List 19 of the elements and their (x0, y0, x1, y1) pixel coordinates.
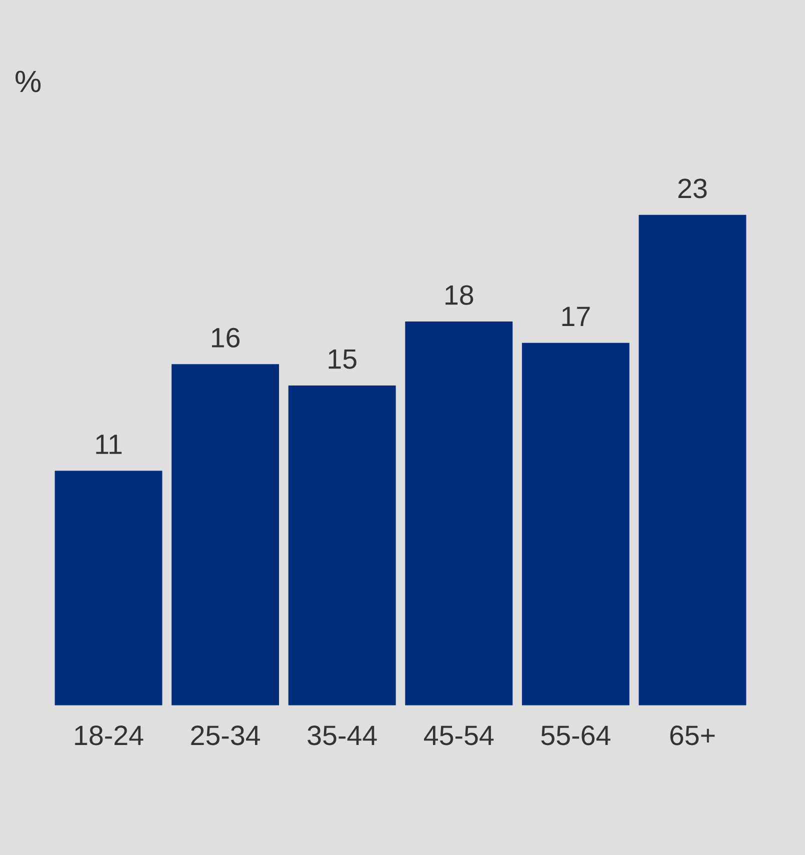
data-label: 18 (446, 285, 474, 305)
bar (172, 364, 280, 706)
data-label: 11 (96, 434, 122, 454)
y-axis-title: % (16, 70, 41, 92)
bar (638, 214, 746, 706)
x-tick-label: 65+ (670, 726, 715, 746)
data-label: 15 (328, 349, 356, 369)
bar (405, 321, 513, 706)
x-tick-label: 55-64 (541, 726, 610, 746)
data-label: 23 (678, 178, 707, 198)
x-tick-label: 25-34 (191, 726, 260, 746)
bar (54, 470, 162, 706)
bar (522, 342, 630, 706)
bar (288, 385, 396, 706)
data-label: 16 (212, 328, 240, 348)
x-tick-label: 45-54 (424, 726, 494, 746)
x-tick-label: 18-24 (75, 726, 144, 746)
data-label: 17 (562, 306, 590, 326)
x-tick-label: 35-44 (308, 726, 377, 746)
